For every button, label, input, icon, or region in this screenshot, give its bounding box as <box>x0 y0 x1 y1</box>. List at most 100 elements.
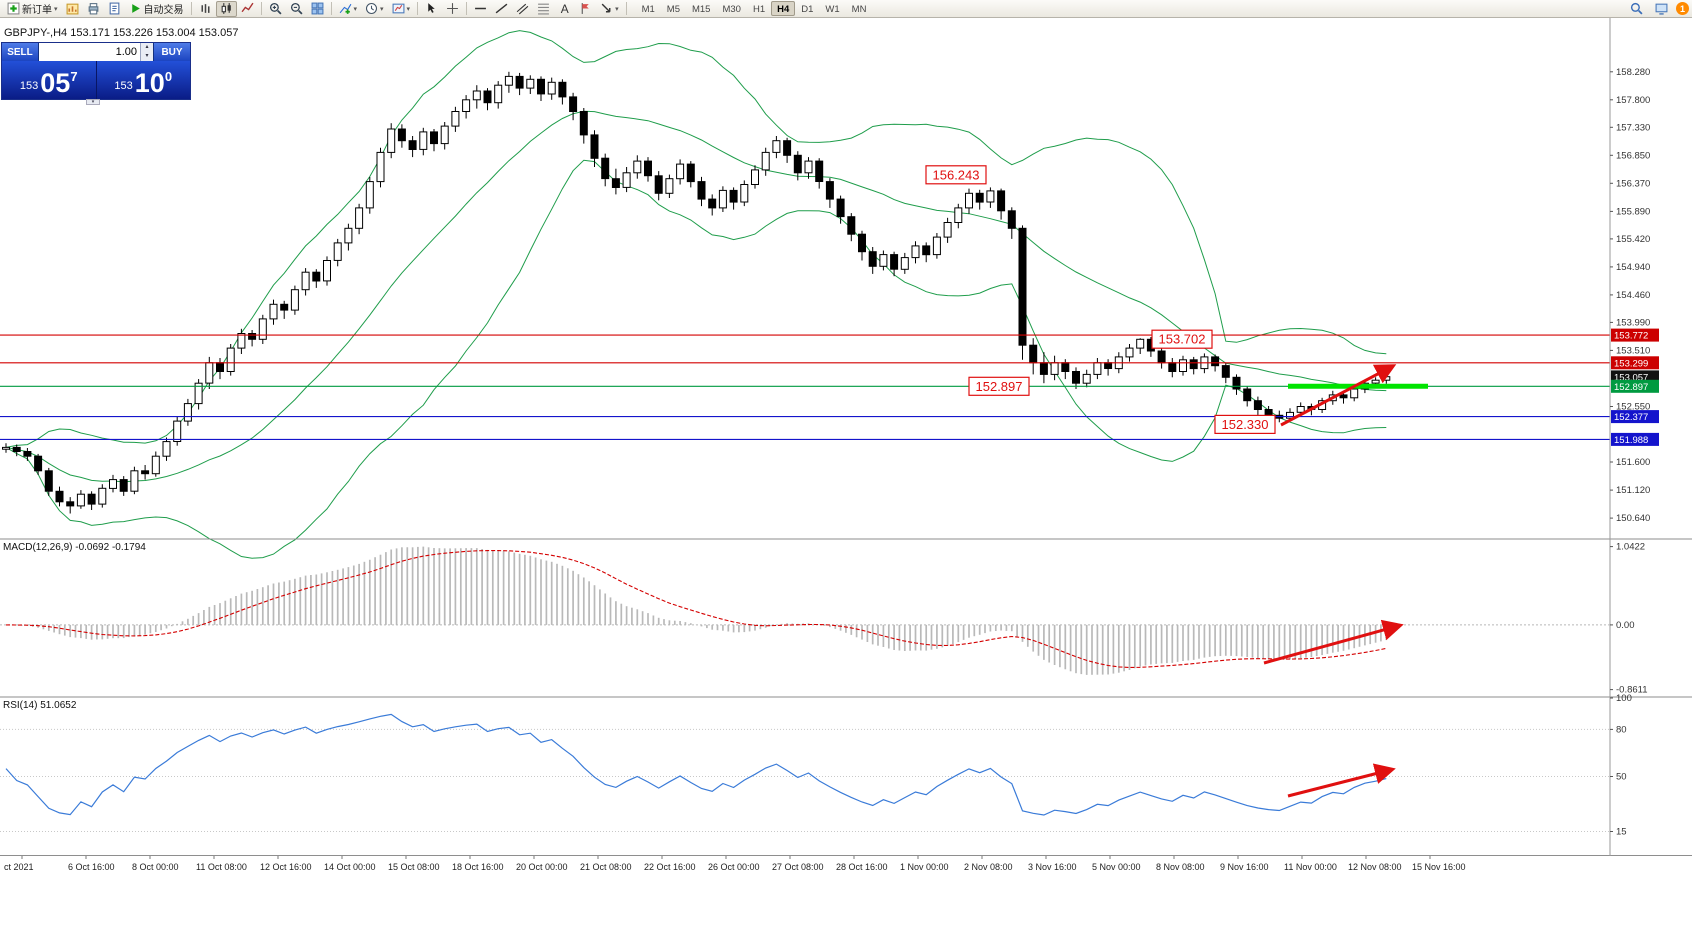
chart-canvas[interactable]: 156.243 153.702 152.897 152.330 158.280 157.8… <box>0 18 1692 940</box>
zoom-out-button[interactable] <box>286 1 307 17</box>
price-axis: 158.280 157.800 157.330 156.850 156.370 155.8… <box>1610 67 1659 524</box>
new-order-button[interactable]: 新订单 ▾ <box>3 1 62 17</box>
notification-badge[interactable]: 1 <box>1676 2 1689 15</box>
toolbar-separator <box>330 2 332 15</box>
indicators-add-icon <box>339 2 352 15</box>
axis-price-label: 152.897 <box>1614 382 1648 393</box>
monitor-button[interactable] <box>1651 1 1672 17</box>
svg-text:ct 2021: ct 2021 <box>4 862 34 872</box>
zoom-in-button[interactable] <box>265 1 286 17</box>
svg-text:80: 80 <box>1616 724 1627 735</box>
svg-text:1 Nov 00:00: 1 Nov 00:00 <box>900 862 949 872</box>
volume-stepper: ▴ ▾ <box>140 43 153 61</box>
cursor-button[interactable] <box>421 1 442 17</box>
svg-text:100: 100 <box>1616 693 1632 704</box>
trend-arrow <box>1280 364 1397 427</box>
chevron-down-icon: ▾ <box>406 5 411 13</box>
label-button[interactable] <box>575 1 596 17</box>
line-chart-button[interactable] <box>237 1 258 17</box>
volume-value[interactable]: 1.00 <box>115 46 137 58</box>
timeframe-m1-button[interactable]: M1 <box>641 4 655 15</box>
svg-text:15 Nov 16:00: 15 Nov 16:00 <box>1412 862 1466 872</box>
timeframe-m5-button[interactable]: M5 <box>666 4 680 15</box>
horizontal-lines[interactable] <box>0 334 1610 440</box>
text-button[interactable]: A <box>554 1 575 17</box>
clock-icon <box>365 2 378 15</box>
svg-text:2 Nov 08:00: 2 Nov 08:00 <box>964 862 1013 872</box>
svg-text:5 Nov 00:00: 5 Nov 00:00 <box>1092 862 1141 872</box>
trade-widget-collapse-handle[interactable]: ▾ <box>86 99 100 105</box>
auto-trading-label: 自动交易 <box>143 5 184 16</box>
svg-text:155.420: 155.420 <box>1616 234 1650 245</box>
chart-window-icon <box>66 2 79 15</box>
svg-text:154.460: 154.460 <box>1616 290 1650 301</box>
toolbar-separator <box>625 2 627 15</box>
print-preview-button[interactable] <box>104 1 125 17</box>
time-axis[interactable]: ct 2021 6 Oct 16:00 8 Oct 00:00 11 Oct 08:0… <box>4 856 1466 872</box>
buy-button[interactable]: BUY <box>153 43 190 61</box>
zoom-in-icon <box>269 2 282 15</box>
fibonacci-button[interactable] <box>533 1 554 17</box>
svg-text:8 Oct 00:00: 8 Oct 00:00 <box>132 862 179 872</box>
buy-price-button[interactable]: 153 10 0 <box>97 61 191 99</box>
trend-arrows[interactable] <box>1263 364 1404 798</box>
bars-chart-button[interactable] <box>195 1 216 17</box>
print-button[interactable] <box>83 1 104 17</box>
macd-signal-line <box>5 550 1387 669</box>
chart-window-button[interactable] <box>62 1 83 17</box>
axis-price-label: 153.299 <box>1614 358 1648 369</box>
one-click-trading-widget: SELL 1.00 ▴ ▾ BUY 153 05 7 153 10 0 <box>1 42 191 100</box>
price-callouts[interactable]: 156.243 153.702 152.897 152.330 <box>925 165 1276 434</box>
crosshair-button[interactable] <box>442 1 463 17</box>
indicators-button[interactable]: ▾ <box>335 1 362 17</box>
axis-price-label: 153.772 <box>1614 331 1648 342</box>
svg-text:11 Oct 08:00: 11 Oct 08:00 <box>196 862 247 872</box>
svg-text:22 Oct 16:00: 22 Oct 16:00 <box>644 862 696 872</box>
timeframe-h1-button[interactable]: H1 <box>752 4 766 15</box>
volume-field[interactable]: 1.00 ▴ ▾ <box>39 43 153 61</box>
sell-price-prefix: 153 <box>19 80 39 92</box>
trend-arrow <box>1263 619 1404 665</box>
timeframe-w1-button[interactable]: W1 <box>825 4 840 15</box>
search-button[interactable] <box>1626 1 1647 17</box>
channel-button[interactable] <box>512 1 533 17</box>
timeframe-m15-button[interactable]: M15 <box>691 4 711 15</box>
template-button[interactable]: ▾ <box>388 1 415 17</box>
timeframe-mn-button[interactable]: MN <box>851 4 867 15</box>
toolbar: 新订单 ▾ 自动交易 ▾ ▾ ▾ <box>0 0 1692 18</box>
svg-text:156.243: 156.243 <box>933 167 980 182</box>
svg-text:21 Oct 08:00: 21 Oct 08:00 <box>580 862 632 872</box>
svg-text:156.850: 156.850 <box>1616 150 1650 161</box>
label-icon <box>579 2 592 15</box>
horizontal-line-button[interactable] <box>470 1 491 17</box>
zoom-out-icon <box>290 2 303 15</box>
svg-text:153.702: 153.702 <box>1159 332 1206 347</box>
svg-text:153.510: 153.510 <box>1616 345 1650 356</box>
timeframe-h4-button[interactable]: H4 <box>771 1 796 16</box>
axis-price-label: 152.377 <box>1614 412 1648 423</box>
svg-text:154.940: 154.940 <box>1616 262 1650 273</box>
toolbar-separator <box>260 2 262 15</box>
timeframe-d1-button[interactable]: D1 <box>801 4 814 15</box>
svg-text:15 Oct 08:00: 15 Oct 08:00 <box>388 862 440 872</box>
candlestick-chart-button[interactable] <box>215 0 237 17</box>
chevron-down-icon: ▾ <box>353 5 358 13</box>
tile-windows-icon <box>311 2 324 15</box>
auto-trading-button[interactable]: 自动交易 <box>125 1 188 17</box>
candlestick-chart-icon <box>220 2 233 15</box>
sell-button[interactable]: SELL <box>2 43 39 61</box>
volume-down-button[interactable]: ▾ <box>141 52 153 61</box>
shapes-button[interactable]: ▾ <box>596 1 623 17</box>
timeframe-m30-button[interactable]: M30 <box>722 4 741 15</box>
period-button[interactable]: ▾ <box>361 1 388 17</box>
fibonacci-icon <box>537 2 550 15</box>
svg-text:-0.8611: -0.8611 <box>1616 685 1648 696</box>
toolbar-separator <box>417 2 419 15</box>
chevron-down-icon: ▾ <box>615 5 619 13</box>
toolbar-right-group: 1 <box>1626 1 1689 17</box>
volume-up-button[interactable]: ▴ <box>141 43 153 52</box>
trendline-button[interactable] <box>491 1 512 17</box>
tile-windows-button[interactable] <box>307 1 328 17</box>
trade-widget-top-row: SELL 1.00 ▴ ▾ BUY <box>2 43 190 61</box>
sell-price-button[interactable]: 153 05 7 <box>2 61 97 99</box>
